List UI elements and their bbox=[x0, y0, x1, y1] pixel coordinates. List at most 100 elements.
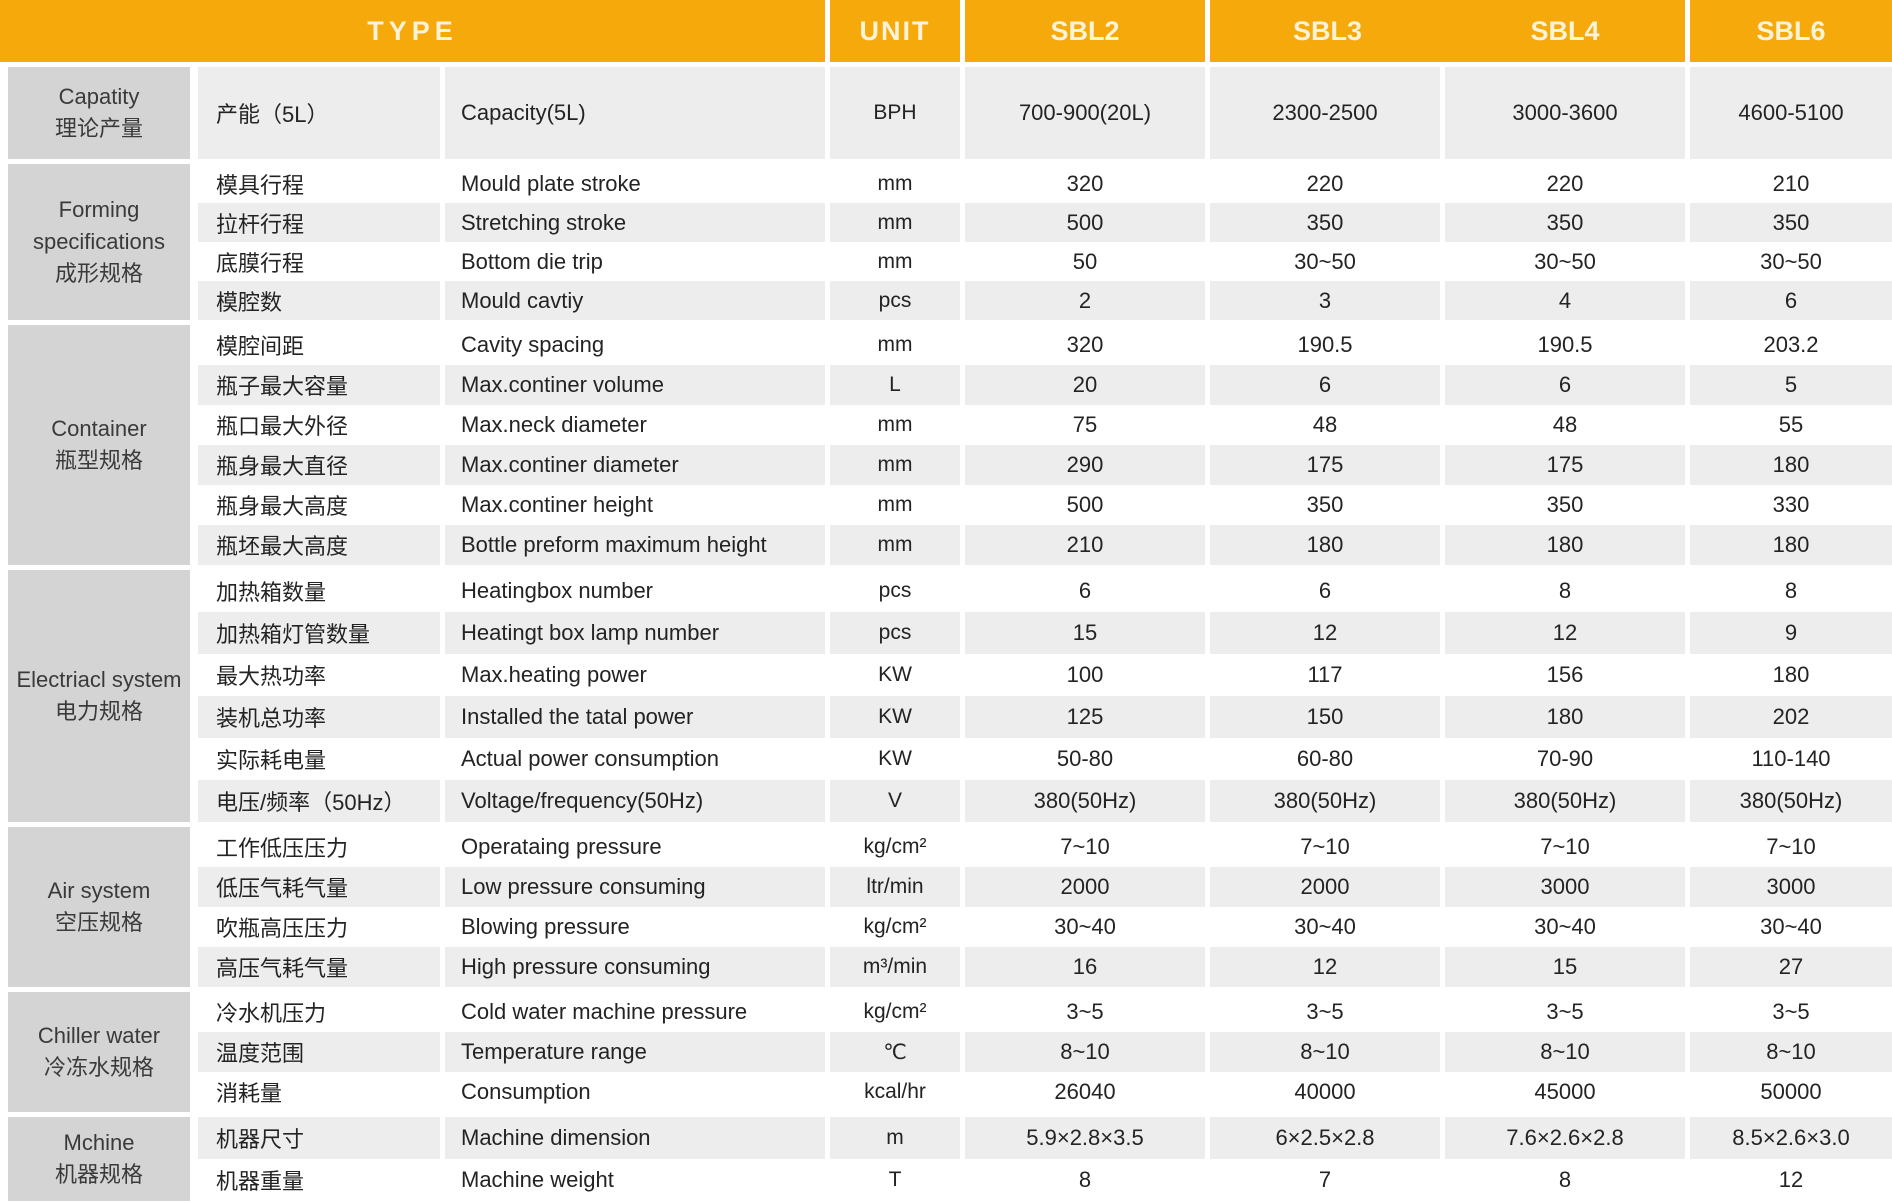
section-rows: 产能（5L） Capacity(5L) BPH 700-900(20L) 2300-25… bbox=[198, 67, 1892, 159]
value-cell: 3~5 bbox=[1445, 992, 1690, 1032]
value-cell: 3000-3600 bbox=[1445, 67, 1690, 159]
value-cell: 380(50Hz) bbox=[1445, 780, 1690, 822]
item-zh-cell: 实际耗电量 bbox=[198, 738, 445, 780]
value-cell: 4 bbox=[1445, 281, 1690, 320]
value-cell: 8~10 bbox=[1445, 1032, 1690, 1072]
value-cell: 12 bbox=[1445, 612, 1690, 654]
unit-cell: L bbox=[830, 365, 965, 405]
group-label-zh: 机器规格 bbox=[54, 1162, 143, 1187]
group-label: Capatity 理论产量 bbox=[8, 67, 190, 159]
spec-row: 机器尺寸 Machine dimension m 5.9×2.8×3.5 6×2.5×2… bbox=[198, 1117, 1892, 1159]
item-en-cell: Max.continer height bbox=[445, 485, 830, 525]
value-cell: 350 bbox=[1210, 203, 1445, 242]
spec-row: 吹瓶高压压力 Blowing pressure kg/cm² 30~40 30~40 30… bbox=[198, 907, 1892, 947]
value-cell: 5.9×2.8×3.5 bbox=[965, 1117, 1210, 1159]
item-zh-cell: 温度范围 bbox=[198, 1032, 445, 1072]
unit-cell: m bbox=[830, 1117, 965, 1159]
value-cell: 6 bbox=[1210, 570, 1445, 612]
table-body: Capatity 理论产量 产能（5L） Capacity(5L) BPH 700-900… bbox=[0, 67, 1892, 1201]
value-cell: 50 bbox=[965, 242, 1210, 281]
value-cell: 8~10 bbox=[965, 1032, 1210, 1072]
group-label-zh: 空压规格 bbox=[54, 910, 143, 935]
group-label-en: Mchine bbox=[63, 1130, 135, 1156]
value-cell: 12 bbox=[1210, 947, 1445, 987]
spec-row: 瓶子最大容量 Max.continer volume L 20 6 6 5 bbox=[198, 365, 1892, 405]
section-capacity: Capatity 理论产量 产能（5L） Capacity(5L) BPH 700-900… bbox=[0, 67, 1892, 159]
group-label: Electriacl system 电力规格 bbox=[8, 570, 190, 822]
section-chiller: Chiller water 冷冻水规格 冷水机压力 Cold water machin… bbox=[0, 992, 1892, 1112]
item-zh-cell: 模具行程 bbox=[198, 164, 445, 203]
unit-cell: mm bbox=[830, 485, 965, 525]
item-zh-cell: 瓶身最大直径 bbox=[198, 445, 445, 485]
item-en-cell: Max.continer volume bbox=[445, 365, 830, 405]
value-cell: 40000 bbox=[1210, 1072, 1445, 1112]
unit-cell: KW bbox=[830, 654, 965, 696]
value-cell: 7~10 bbox=[965, 827, 1210, 867]
group-label-zh: 冷冻水规格 bbox=[43, 1055, 154, 1080]
value-cell: 30~50 bbox=[1445, 242, 1690, 281]
value-cell: 6 bbox=[1784, 287, 1798, 313]
item-zh-cell: 电压/频率（50Hz） bbox=[198, 780, 445, 822]
unit-cell: mm bbox=[830, 325, 965, 365]
group-label-zh: 瓶型规格 bbox=[54, 448, 143, 473]
value-cell: 3~5 bbox=[1772, 999, 1810, 1024]
spec-row: 产能（5L） Capacity(5L) BPH 700-900(20L) 2300-25… bbox=[198, 67, 1892, 159]
unit-cell: mm bbox=[830, 203, 965, 242]
spec-row: 瓶口最大外径 Max.neck diameter mm 75 48 48 55 bbox=[198, 405, 1892, 445]
model-column-header-sbl6: SBL6 bbox=[1690, 0, 1892, 62]
value-cell: 350 bbox=[1210, 485, 1445, 525]
value-cell: 180 bbox=[1772, 662, 1810, 687]
value-cell: 30~50 bbox=[1210, 242, 1445, 281]
item-zh-cell: 低压气耗气量 bbox=[198, 867, 445, 907]
value-cell: 500 bbox=[965, 203, 1210, 242]
unit-cell: mm bbox=[830, 242, 965, 281]
unit-cell: m³/min bbox=[830, 947, 965, 987]
unit-cell: mm bbox=[830, 405, 965, 445]
item-en-cell: Blowing pressure bbox=[445, 907, 830, 947]
value-cell: 6 bbox=[965, 570, 1210, 612]
item-en-cell: Machine weight bbox=[445, 1159, 830, 1201]
value-cell: 12 bbox=[1210, 612, 1445, 654]
value-cell: 30~40 bbox=[1760, 914, 1822, 939]
group-label: Air system 空压规格 bbox=[8, 827, 190, 987]
value-cell: 2 bbox=[965, 281, 1210, 320]
item-en-cell: Capacity(5L) bbox=[445, 67, 830, 159]
model-column-header-sbl4: SBL4 bbox=[1530, 15, 1600, 46]
value-cell: 110-140 bbox=[1751, 746, 1831, 771]
item-zh-cell: 加热箱数量 bbox=[198, 570, 445, 612]
value-cell: 8 bbox=[1445, 570, 1690, 612]
section-container: Container 瓶型规格 模腔间距 Cavity spacing mm 320 190.… bbox=[0, 325, 1892, 565]
item-en-cell: Operataing pressure bbox=[445, 827, 830, 867]
value-cell: 6 bbox=[1210, 365, 1445, 405]
value-cell: 380(50Hz) bbox=[965, 780, 1210, 822]
value-cell: 6×2.5×2.8 bbox=[1210, 1117, 1445, 1159]
value-cell: 60-80 bbox=[1210, 738, 1445, 780]
unit-cell: kg/cm² bbox=[830, 907, 965, 947]
item-zh-cell: 产能（5L） bbox=[198, 67, 445, 159]
value-cell: 7~10 bbox=[1766, 834, 1816, 859]
value-cell: 30~50 bbox=[1760, 248, 1822, 274]
value-cell: 290 bbox=[965, 445, 1210, 485]
group-label-en: Air system bbox=[47, 878, 151, 904]
value-cell: 190.5 bbox=[1445, 325, 1690, 365]
value-cell: 8 bbox=[1784, 578, 1798, 603]
value-cell: 190.5 bbox=[1210, 325, 1445, 365]
group-label: Container 瓶型规格 bbox=[8, 325, 190, 565]
group-label: Forming specifications 成形规格 bbox=[8, 164, 190, 320]
unit-cell: mm bbox=[830, 445, 965, 485]
value-cell: 6 bbox=[1445, 365, 1690, 405]
value-cell: 100 bbox=[965, 654, 1210, 696]
spec-row: 温度范围 Temperature range ℃ 8~10 8~10 8~10 8~10 bbox=[198, 1032, 1892, 1072]
item-en-cell: Mould cavtiy bbox=[445, 281, 830, 320]
value-cell: 75 bbox=[965, 405, 1210, 445]
value-cell: 500 bbox=[965, 485, 1210, 525]
spec-row: 工作低压压力 Operataing pressure kg/cm² 7~10 7~10 7… bbox=[198, 827, 1892, 867]
unit-column-header: UNIT bbox=[830, 0, 965, 62]
item-en-cell: Installed the tatal power bbox=[445, 696, 830, 738]
value-cell: 50000 bbox=[1760, 1079, 1822, 1104]
spec-row: 瓶坯最大高度 Bottle preform maximum height mm 210… bbox=[198, 525, 1892, 565]
item-zh-cell: 最大热功率 bbox=[198, 654, 445, 696]
value-cell: 30~40 bbox=[965, 907, 1210, 947]
unit-cell: kg/cm² bbox=[830, 992, 965, 1032]
